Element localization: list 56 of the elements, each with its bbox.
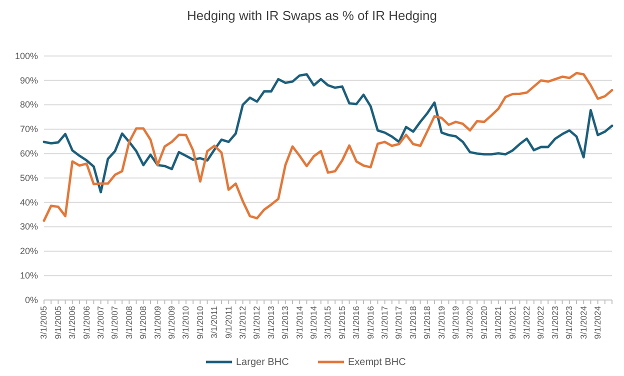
y-tick-label: 10%: [20, 270, 38, 280]
x-tick-label: 9/1/2021: [507, 306, 518, 340]
x-tick-label: 3/1/2008: [124, 306, 134, 340]
legend-label: Larger BHC: [236, 357, 289, 368]
x-tick-label: 9/1/2020: [478, 306, 489, 340]
y-tick-label: 40%: [20, 197, 38, 208]
x-tick-label: 9/1/2014: [308, 306, 319, 340]
x-tick-label: 9/1/2012: [252, 306, 262, 340]
x-tick-label: 3/1/2009: [152, 306, 162, 340]
x-tick-label: 3/1/2012: [238, 306, 248, 340]
legend-label: Exempt BHC: [348, 357, 406, 368]
x-tick-label: 9/1/2008: [138, 306, 148, 340]
x-tick-label: 3/1/2014: [294, 306, 304, 340]
chart-title: Hedging with IR Swaps as % of IR Hedging: [186, 8, 438, 23]
y-tick-label: 90%: [20, 75, 38, 86]
x-tick-label: 9/1/2013: [280, 306, 290, 340]
x-tick-label: 3/1/2016: [351, 306, 362, 340]
line-series: [42, 72, 614, 222]
y-tick-label: 0%: [24, 294, 38, 305]
x-tick-label: 3/1/2021: [493, 306, 504, 340]
line-series: [42, 73, 614, 194]
x-tick-label: 3/1/2018: [408, 306, 418, 340]
y-tick-label: 60%: [20, 148, 38, 158]
x-tick-label: 9/1/2023: [564, 306, 574, 340]
y-tick-label: 100%: [14, 50, 38, 61]
x-tick-label: 9/1/2011: [223, 306, 234, 338]
y-tick-label: 80%: [20, 100, 38, 110]
x-tick-label: 3/1/2005: [38, 306, 49, 340]
x-tick-label: 9/1/2016: [365, 306, 376, 340]
x-tick-label: 9/1/2019: [450, 306, 461, 340]
x-tick-label: 9/1/2018: [422, 306, 432, 340]
y-tick-label: 70%: [20, 124, 38, 134]
x-tick-label: 9/1/2010: [194, 306, 205, 340]
y-tick-label: 50%: [20, 172, 38, 183]
x-tick-label: 9/1/2007: [110, 306, 120, 340]
x-tick-label: 9/1/2009: [166, 306, 177, 340]
x-tick-label: 3/1/2011: [209, 306, 220, 338]
x-tick-label: 3/1/2017: [380, 306, 390, 340]
x-tick-label: 3/1/2023: [550, 306, 560, 340]
x-tick-label: 3/1/2022: [522, 306, 532, 340]
y-tick-label: 20%: [20, 246, 38, 256]
x-tick-label: 9/1/2015: [336, 306, 347, 340]
x-tick-label: 3/1/2019: [436, 306, 446, 340]
x-tick-label: 9/1/2005: [52, 306, 63, 340]
x-tick-label: 3/1/2015: [322, 306, 333, 340]
x-tick-label: 9/1/2006: [81, 306, 92, 340]
x-tick-label: 3/1/2024: [578, 306, 588, 340]
x-tick-label: 3/1/2007: [96, 306, 106, 340]
x-tick-label: 3/1/2006: [67, 306, 78, 340]
x-tick-label: 9/1/2024: [592, 306, 603, 340]
x-tick-label: 3/1/2010: [180, 306, 191, 340]
x-tick-label: 9/1/2017: [394, 306, 404, 340]
x-tick-label: 3/1/2013: [266, 306, 276, 340]
y-tick-label: 30%: [20, 222, 38, 232]
x-tick-label: 3/1/2020: [464, 306, 475, 340]
x-tick-label: 9/1/2022: [536, 306, 546, 340]
